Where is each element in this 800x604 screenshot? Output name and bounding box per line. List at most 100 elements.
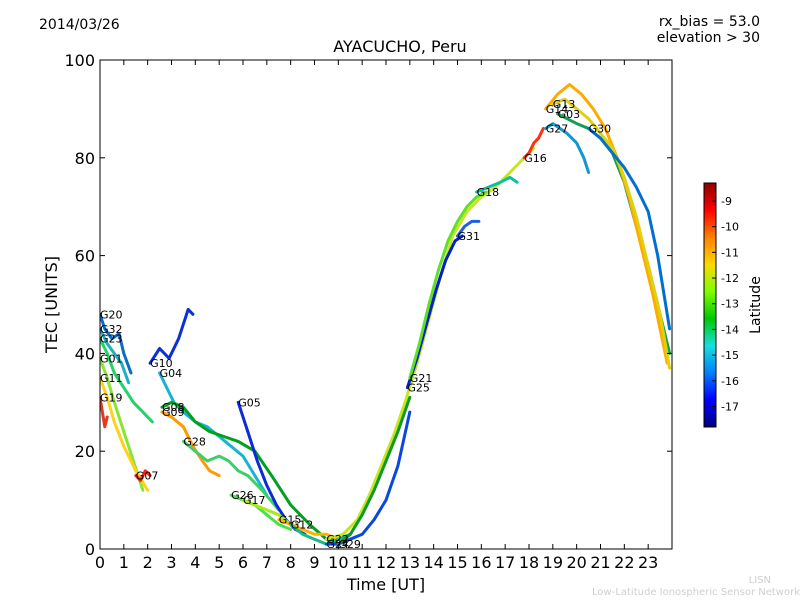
series-line-g13 <box>551 97 672 370</box>
colorbar-label: Latitude <box>748 276 764 334</box>
colorbar-tick-label: -13 <box>721 298 739 311</box>
series-line-g14 <box>544 83 669 365</box>
series-line-g11 <box>100 376 150 492</box>
series-line-g32 <box>100 327 131 385</box>
series-label-g19: G19 <box>100 391 123 404</box>
series-label-g01: G01 <box>100 352 123 365</box>
series-line-g18 <box>475 175 519 194</box>
colorbar-tick-label: -16 <box>721 375 739 388</box>
series-label-g05: G05 <box>238 396 261 409</box>
series-line-g10 <box>148 307 195 365</box>
series-line-g04 <box>158 371 269 497</box>
series-label-g23: G23 <box>100 333 123 346</box>
x-tick-label: 5 <box>214 553 224 572</box>
series-line-g07 <box>134 469 152 482</box>
x-tick-label: 16 <box>471 553 491 572</box>
x-tick-label: 23 <box>638 553 658 572</box>
x-tick-label: 14 <box>423 553 443 572</box>
series-label-g18: G18 <box>477 186 500 199</box>
plot-area <box>100 83 672 546</box>
series-line-g30 <box>587 127 672 331</box>
series-line-g31 <box>456 219 481 238</box>
x-tick-label: 2 <box>143 553 153 572</box>
series-line-g28 <box>181 439 281 512</box>
series-line-g20 <box>100 312 133 375</box>
series-label-g15: G15 <box>279 514 302 527</box>
colorbar-gradient <box>703 182 717 428</box>
x-tick-label: 15 <box>447 553 467 572</box>
series-line-g25 <box>405 234 464 390</box>
y-tick-label: 40 <box>75 344 95 363</box>
series-line-g26 <box>229 493 293 531</box>
series-label-g13: G13 <box>553 98 576 111</box>
series-label-g14: G14 <box>546 103 569 116</box>
x-tick-label: 11 <box>352 553 372 572</box>
series-label-g22: G22 <box>326 533 349 546</box>
colorbar-tick-label: -17 <box>721 400 739 413</box>
colorbar-tick-label: -15 <box>721 349 739 362</box>
y-tick-label: 0 <box>85 540 95 559</box>
x-tick-label: 19 <box>543 553 563 572</box>
series-line-g23 <box>100 337 154 424</box>
colorbar-tick-label: -10 <box>721 221 739 234</box>
series-line-g08 <box>160 400 340 546</box>
series-line-g19 <box>100 395 109 429</box>
colorbar-tick-label: -12 <box>721 272 739 285</box>
x-tick-label: 3 <box>166 553 176 572</box>
series-label-g17: G17 <box>243 494 266 507</box>
series-label-g26: G26 <box>231 489 254 502</box>
x-tick-label: 1 <box>119 553 129 572</box>
series-label-g10: G10 <box>150 357 173 370</box>
series-line-g12 <box>289 523 352 546</box>
series-label-g03: G03 <box>558 108 581 121</box>
axes: 0 1 2 3 4 5 6 7 8 9 10 11 12 13 14 15 16 17 18 19 20 21 22 2302… <box>42 51 673 594</box>
x-tick-label: 10 <box>328 553 348 572</box>
series-label-g31: G31 <box>458 230 481 243</box>
colorbar-tick-label: -14 <box>721 323 739 336</box>
watermark-network: Low-Latitude Ionospheric Sensor Network <box>592 587 800 598</box>
series-label-g08: G08 <box>162 401 185 414</box>
x-tick-label: 20 <box>566 553 586 572</box>
series-line-g21 <box>408 190 488 380</box>
series-line-g27 <box>544 122 591 174</box>
series-label-g32: G32 <box>100 323 123 336</box>
series-label-g28: G28 <box>183 435 206 448</box>
chart-title: AYACUCHO, Peru <box>333 37 467 56</box>
colorbar-tick-label: -9 <box>721 195 732 208</box>
series-line-g22 <box>324 146 536 541</box>
date-label: 2014/03/26 <box>39 17 120 33</box>
x-tick-label: 13 <box>400 553 420 572</box>
series-label-g07: G07 <box>136 470 159 483</box>
series-label-g21: G21 <box>410 372 433 385</box>
x-tick-label: 17 <box>495 553 515 572</box>
series-label-g04: G04 <box>160 367 183 380</box>
x-axis-label: Time [UT] <box>346 575 425 594</box>
series-line-g16 <box>522 127 545 160</box>
plot-frame <box>99 59 673 550</box>
x-tick-label: 21 <box>590 553 610 572</box>
elevation-label: elevation > 30 <box>656 30 760 46</box>
series-label-g29: G29 <box>338 538 361 551</box>
rx-bias-label: rx_bias = 53.0 <box>658 14 760 30</box>
x-tick-label: 12 <box>376 553 396 572</box>
series-line-g29 <box>336 395 412 546</box>
y-tick-label: 20 <box>75 442 95 461</box>
series-line-g09 <box>160 410 221 478</box>
series-label-g20: G20 <box>100 308 123 321</box>
series-label-g12: G12 <box>291 519 314 532</box>
series-label-g25: G25 <box>407 382 430 395</box>
x-tick-label: 9 <box>309 553 319 572</box>
x-tick-label: 7 <box>262 553 272 572</box>
x-tick-label: 8 <box>286 553 296 572</box>
x-tick-label: 6 <box>238 553 248 572</box>
series-label-g24: G24 <box>326 538 349 551</box>
y-tick-label: 60 <box>75 247 95 266</box>
series-label-g09: G09 <box>162 406 185 419</box>
series-line-g15 <box>277 518 340 541</box>
colorbar: -9 -10 -11 -12 -13 -14 -15 -16 -17 Latitude <box>703 182 764 428</box>
watermark-lisn: LISN <box>748 575 771 586</box>
y-tick-label: 100 <box>64 51 95 70</box>
